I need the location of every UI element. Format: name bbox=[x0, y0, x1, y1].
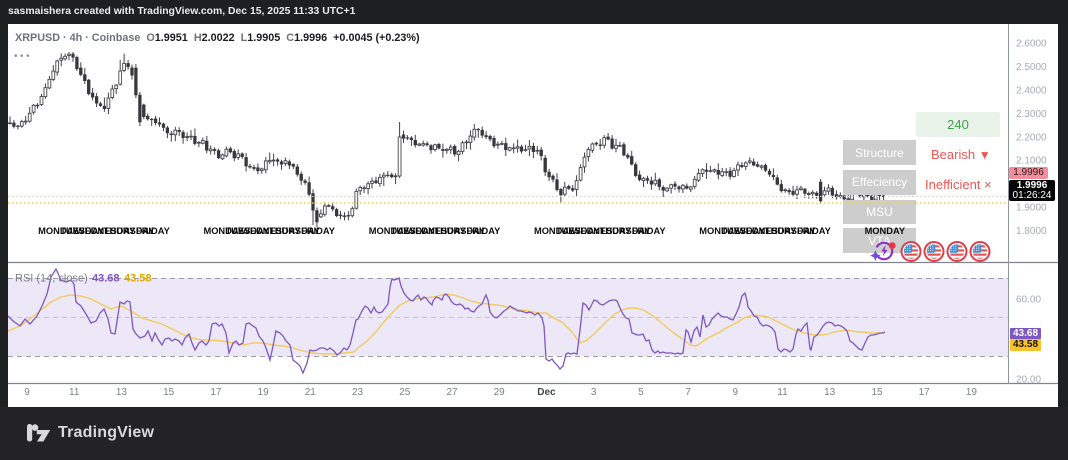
svg-text:27: 27 bbox=[446, 387, 458, 398]
svg-text:1.9000: 1.9000 bbox=[1016, 203, 1047, 214]
svg-text:60.00: 60.00 bbox=[1016, 295, 1041, 306]
svg-text:RSI (14, close): RSI (14, close) bbox=[15, 273, 88, 285]
svg-text:19: 19 bbox=[966, 387, 978, 398]
svg-text:13: 13 bbox=[116, 387, 128, 398]
svg-text:9: 9 bbox=[733, 387, 739, 398]
svg-text:2.6000: 2.6000 bbox=[1016, 39, 1047, 50]
svg-text:2.3000: 2.3000 bbox=[1016, 109, 1047, 120]
svg-text:17: 17 bbox=[210, 387, 222, 398]
svg-text:9: 9 bbox=[24, 387, 30, 398]
svg-text:11: 11 bbox=[69, 387, 80, 398]
svg-text:13: 13 bbox=[824, 387, 836, 398]
svg-text:15: 15 bbox=[163, 387, 175, 398]
svg-text:2.1000: 2.1000 bbox=[1016, 156, 1047, 167]
svg-text:20.00: 20.00 bbox=[1016, 375, 1041, 386]
svg-text:2.5000: 2.5000 bbox=[1016, 62, 1047, 73]
svg-text:19: 19 bbox=[258, 387, 270, 398]
svg-text:43.58: 43.58 bbox=[124, 273, 152, 285]
svg-text:21: 21 bbox=[305, 387, 317, 398]
svg-text:43.68: 43.68 bbox=[92, 273, 120, 285]
svg-text:3: 3 bbox=[591, 387, 597, 398]
svg-text:11: 11 bbox=[777, 387, 788, 398]
svg-text:2.2000: 2.2000 bbox=[1016, 133, 1047, 144]
svg-text:7: 7 bbox=[685, 387, 691, 398]
svg-text:Dec: Dec bbox=[537, 387, 556, 398]
svg-text:29: 29 bbox=[494, 387, 506, 398]
svg-text:5: 5 bbox=[638, 387, 644, 398]
svg-text:17: 17 bbox=[919, 387, 931, 398]
svg-text:1.8000: 1.8000 bbox=[1016, 226, 1047, 237]
svg-text:2.4000: 2.4000 bbox=[1016, 86, 1047, 97]
svg-text:25: 25 bbox=[399, 387, 411, 398]
svg-text:23: 23 bbox=[352, 387, 364, 398]
svg-text:15: 15 bbox=[871, 387, 883, 398]
